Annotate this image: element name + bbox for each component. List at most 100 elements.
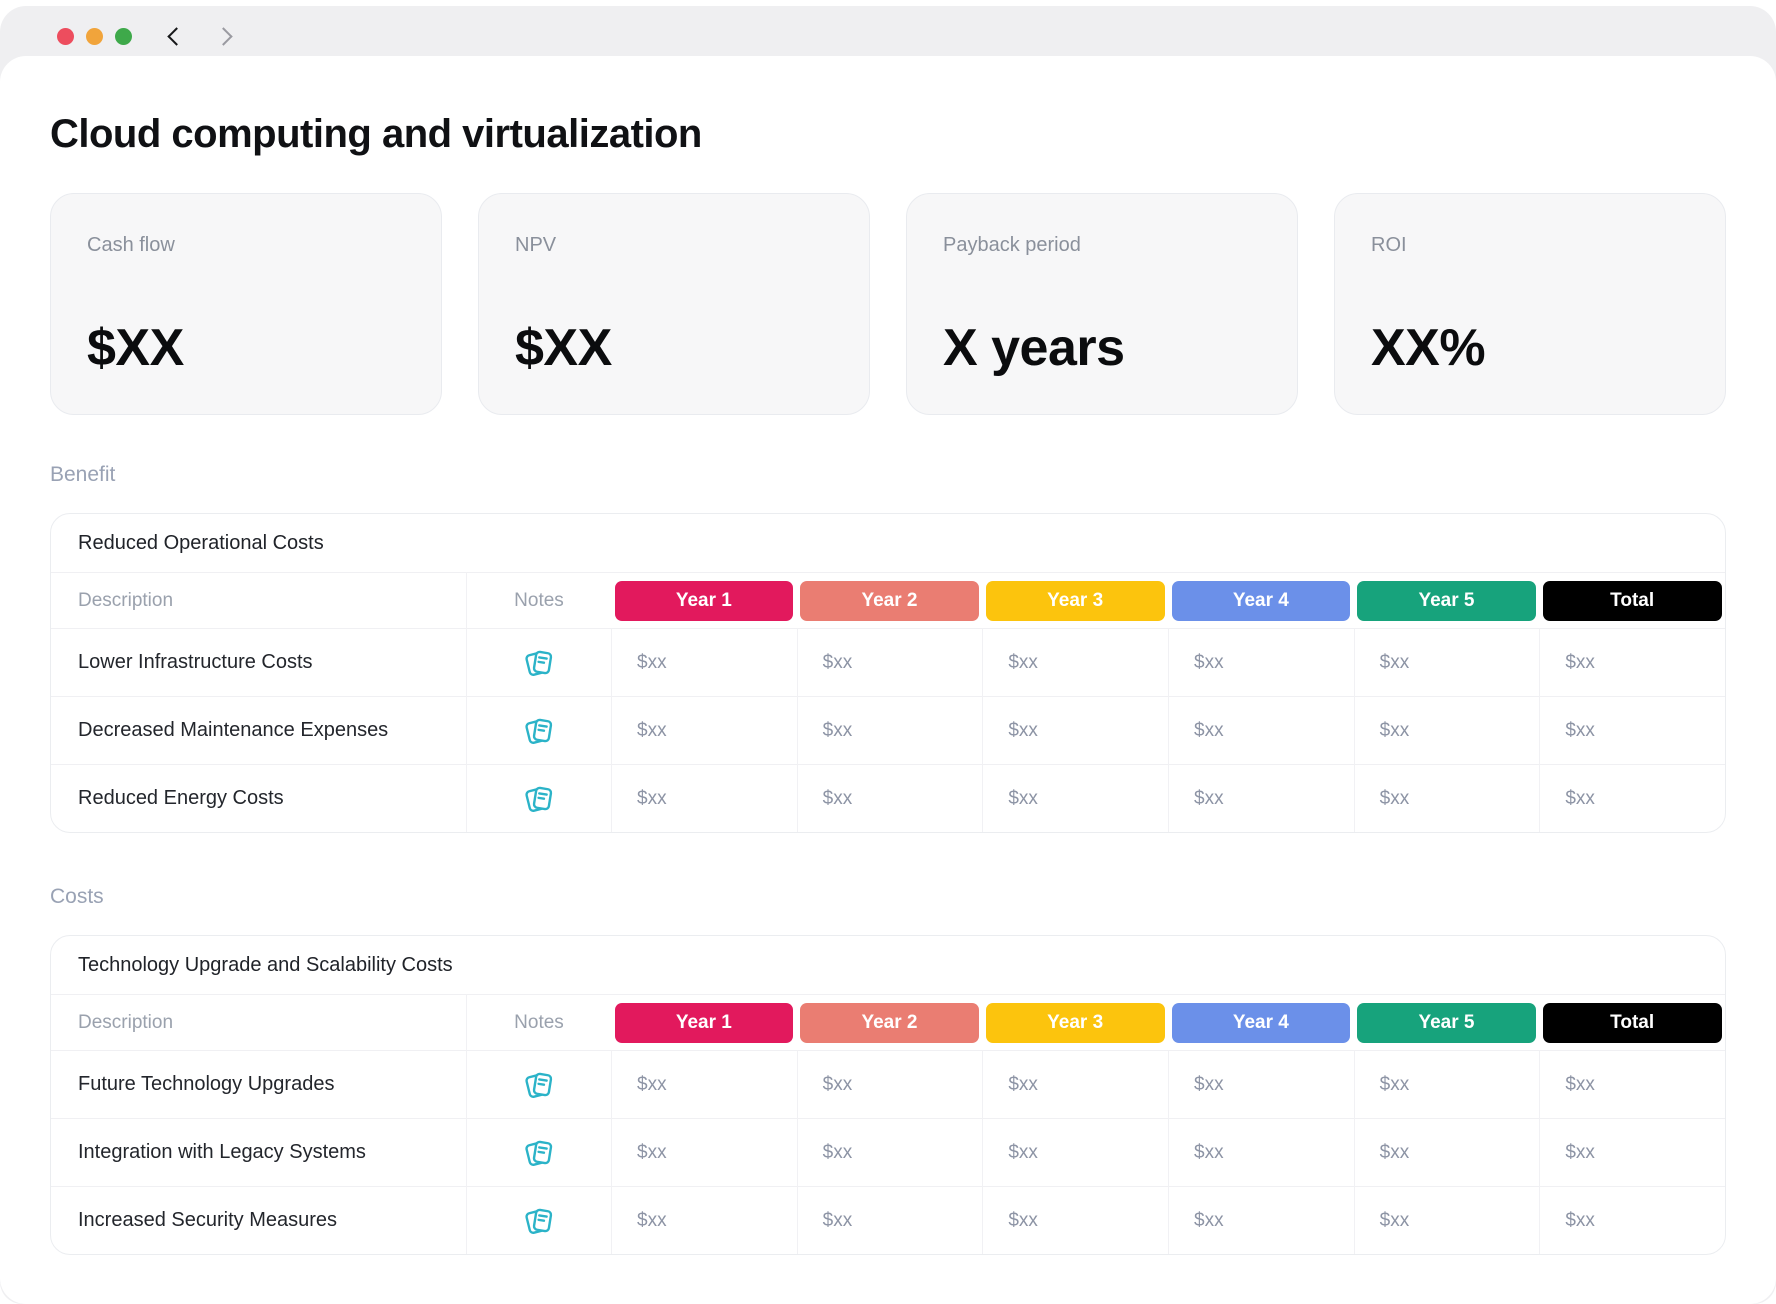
value-cell[interactable]: $xx [1353,1118,1540,1186]
value-cell[interactable]: $xx [982,764,1168,832]
value-cell[interactable]: $xx [611,1186,797,1254]
zoom-window-icon[interactable] [115,27,132,45]
column-header-description: Description [51,994,466,1050]
year2-pill: Year 2 [800,580,979,621]
table-title[interactable]: Reduced Operational Costs [78,531,324,554]
kpi-label: ROI [1371,234,1407,256]
table-title[interactable]: Technology Upgrade and Scalability Costs [78,953,453,976]
value-cell[interactable]: $xx [982,1186,1168,1254]
value-cell[interactable]: $xx [796,1118,983,1186]
value-cell[interactable]: $xx [1539,1186,1725,1254]
row-description[interactable]: Future Technology Upgrades [51,1050,466,1118]
costs-table: Technology Upgrade and Scalability Costs… [50,935,1726,1255]
value-cell[interactable]: $xx [982,1118,1168,1186]
value-cell[interactable]: $xx [982,1050,1168,1118]
kpi-card-roi[interactable]: ROI XX% [1334,193,1726,415]
value-cell[interactable]: $xx [1168,764,1354,832]
column-header-total: Total [1539,994,1725,1050]
value-cell[interactable]: $xx [1539,696,1725,764]
value-cell[interactable]: $xx [611,1050,797,1118]
notes-button[interactable] [466,1118,611,1186]
column-header-year3: Year 3 [982,572,1168,628]
notes-button[interactable] [466,1050,611,1118]
kpi-card-npv[interactable]: NPV $XX [478,193,870,415]
column-header-notes: Notes [466,994,611,1050]
value-cell[interactable]: $xx [796,764,983,832]
year2-pill: Year 2 [800,1002,979,1043]
year4-pill: Year 4 [1171,1002,1351,1043]
notes-button[interactable] [466,1186,611,1254]
close-window-icon[interactable] [57,27,74,45]
section-label-benefit: Benefit [50,463,116,486]
value-cell[interactable]: $xx [611,764,797,832]
content-panel: Cloud computing and virtualization Cash … [0,56,1776,1304]
window-titlebar [0,6,1776,56]
value-cell[interactable]: $xx [1168,628,1354,696]
value-cell[interactable]: $xx [611,628,797,696]
minimize-window-icon[interactable] [86,27,103,45]
value-cell[interactable]: $xx [1539,628,1725,696]
value-cell[interactable]: $xx [1539,1050,1725,1118]
value-cell[interactable]: $xx [1168,1186,1354,1254]
year3-pill: Year 3 [985,580,1165,621]
row-description[interactable]: Lower Infrastructure Costs [51,628,466,696]
notes-button[interactable] [466,628,611,696]
section-label-costs: Costs [50,885,104,908]
notes-pages-icon [525,650,553,676]
column-header-notes: Notes [466,572,611,628]
column-header-year1: Year 1 [611,572,797,628]
value-cell[interactable]: $xx [982,628,1168,696]
notes-button[interactable] [466,696,611,764]
column-header-description: Description [51,572,466,628]
value-cell[interactable]: $xx [1168,696,1354,764]
value-cell[interactable]: $xx [1353,1186,1540,1254]
year3-pill: Year 3 [985,1002,1165,1043]
year5-pill: Year 5 [1357,1002,1536,1043]
kpi-value: X years [943,319,1125,377]
kpi-label: Payback period [943,234,1081,256]
history-nav [167,26,233,46]
kpi-label: Cash flow [87,234,175,256]
column-header-year4: Year 4 [1168,572,1354,628]
row-description[interactable]: Reduced Energy Costs [51,764,466,832]
value-cell[interactable]: $xx [1353,628,1540,696]
value-cell[interactable]: $xx [796,1050,983,1118]
value-cell[interactable]: $xx [1539,764,1725,832]
total-pill: Total [1542,1002,1722,1043]
column-header-year2: Year 2 [796,572,983,628]
value-cell[interactable]: $xx [796,1186,983,1254]
value-cell[interactable]: $xx [1168,1118,1354,1186]
row-description[interactable]: Increased Security Measures [51,1186,466,1254]
year1-pill: Year 1 [614,1002,794,1043]
value-cell[interactable]: $xx [796,696,983,764]
value-cell[interactable]: $xx [1539,1118,1725,1186]
row-description[interactable]: Decreased Maintenance Expenses [51,696,466,764]
value-cell[interactable]: $xx [611,696,797,764]
kpi-card-payback-period[interactable]: Payback period X years [906,193,1298,415]
column-header-year5: Year 5 [1353,994,1540,1050]
notes-pages-icon [525,1072,553,1098]
value-cell[interactable]: $xx [1168,1050,1354,1118]
column-header-total: Total [1539,572,1725,628]
notes-pages-icon [525,1140,553,1166]
kpi-value: XX% [1371,319,1486,377]
value-cell[interactable]: $xx [1353,1050,1540,1118]
total-pill: Total [1542,580,1722,621]
notes-button[interactable] [466,764,611,832]
year4-pill: Year 4 [1171,580,1351,621]
row-description[interactable]: Integration with Legacy Systems [51,1118,466,1186]
kpi-label: NPV [515,234,557,256]
value-cell[interactable]: $xx [611,1118,797,1186]
value-cell[interactable]: $xx [796,628,983,696]
back-icon[interactable] [167,26,186,46]
app-window: Cloud computing and virtualization Cash … [0,6,1776,1304]
column-header-year2: Year 2 [796,994,983,1050]
kpi-card-cash-flow[interactable]: Cash flow $XX [50,193,442,415]
column-header-year4: Year 4 [1168,994,1354,1050]
value-cell[interactable]: $xx [1353,696,1540,764]
forward-icon[interactable] [214,26,233,46]
notes-pages-icon [525,786,553,812]
value-cell[interactable]: $xx [1353,764,1540,832]
column-header-year1: Year 1 [611,994,797,1050]
value-cell[interactable]: $xx [982,696,1168,764]
